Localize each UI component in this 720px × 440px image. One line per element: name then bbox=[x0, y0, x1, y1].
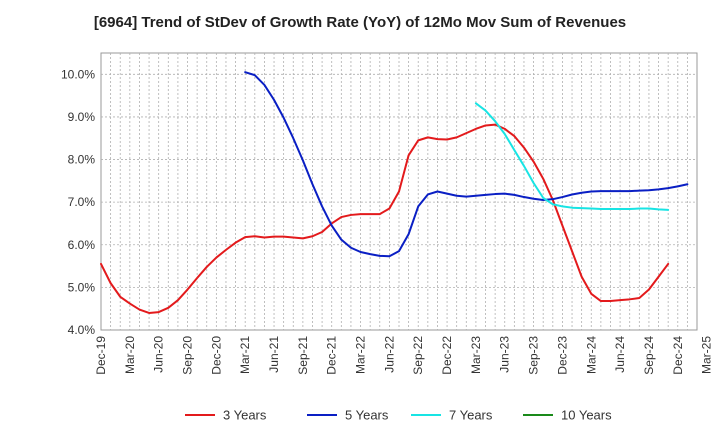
x-tick-label: Dec-19 bbox=[94, 336, 108, 375]
x-tick-label: Mar-22 bbox=[354, 336, 368, 374]
x-tick-label: Jun-22 bbox=[382, 336, 396, 373]
x-tick-label: Sep-22 bbox=[411, 336, 425, 375]
y-tick-label: 6.0% bbox=[68, 238, 96, 252]
series-line-3-years bbox=[100, 123, 670, 314]
x-tick-label: Sep-20 bbox=[181, 336, 195, 375]
x-tick-label: Dec-24 bbox=[671, 336, 685, 375]
y-tick-label: 8.0% bbox=[68, 153, 96, 167]
legend-label: 5 Years bbox=[345, 408, 389, 423]
y-tick-label: 10.0% bbox=[61, 67, 95, 81]
series-line-7-years bbox=[474, 102, 670, 211]
x-tick-label: Dec-23 bbox=[555, 336, 569, 375]
x-tick-label: Mar-24 bbox=[584, 336, 598, 374]
x-tick-label: Mar-23 bbox=[469, 336, 483, 374]
x-tick-label: Mar-21 bbox=[238, 336, 252, 374]
x-tick-label: Dec-22 bbox=[440, 336, 454, 375]
legend-label: 3 Years bbox=[223, 408, 267, 423]
x-tick-label: Mar-25 bbox=[700, 336, 714, 374]
x-tick-label: Sep-24 bbox=[642, 336, 656, 375]
y-tick-label: 7.0% bbox=[68, 195, 96, 209]
x-tick-label: Jun-20 bbox=[152, 336, 166, 373]
y-tick-label: 5.0% bbox=[68, 280, 96, 294]
x-tick-label: Jun-21 bbox=[267, 336, 281, 373]
x-tick-label: Sep-23 bbox=[527, 336, 541, 375]
x-tick-label: Jun-24 bbox=[613, 336, 627, 373]
x-tick-label: Dec-21 bbox=[325, 336, 339, 375]
legend-label: 7 Years bbox=[449, 408, 493, 423]
chart-title: [6964] Trend of StDev of Growth Rate (Yo… bbox=[93, 14, 627, 31]
x-tick-label: Mar-20 bbox=[123, 336, 137, 374]
x-tick-label: Dec-20 bbox=[209, 336, 223, 375]
x-tick-label: Jun-23 bbox=[498, 336, 512, 373]
y-tick-label: 4.0% bbox=[68, 323, 96, 337]
y-tick-label: 9.0% bbox=[68, 110, 96, 124]
x-tick-label: Sep-21 bbox=[296, 336, 310, 375]
legend-label: 10 Years bbox=[561, 408, 612, 423]
series-line-5-years bbox=[244, 71, 689, 258]
